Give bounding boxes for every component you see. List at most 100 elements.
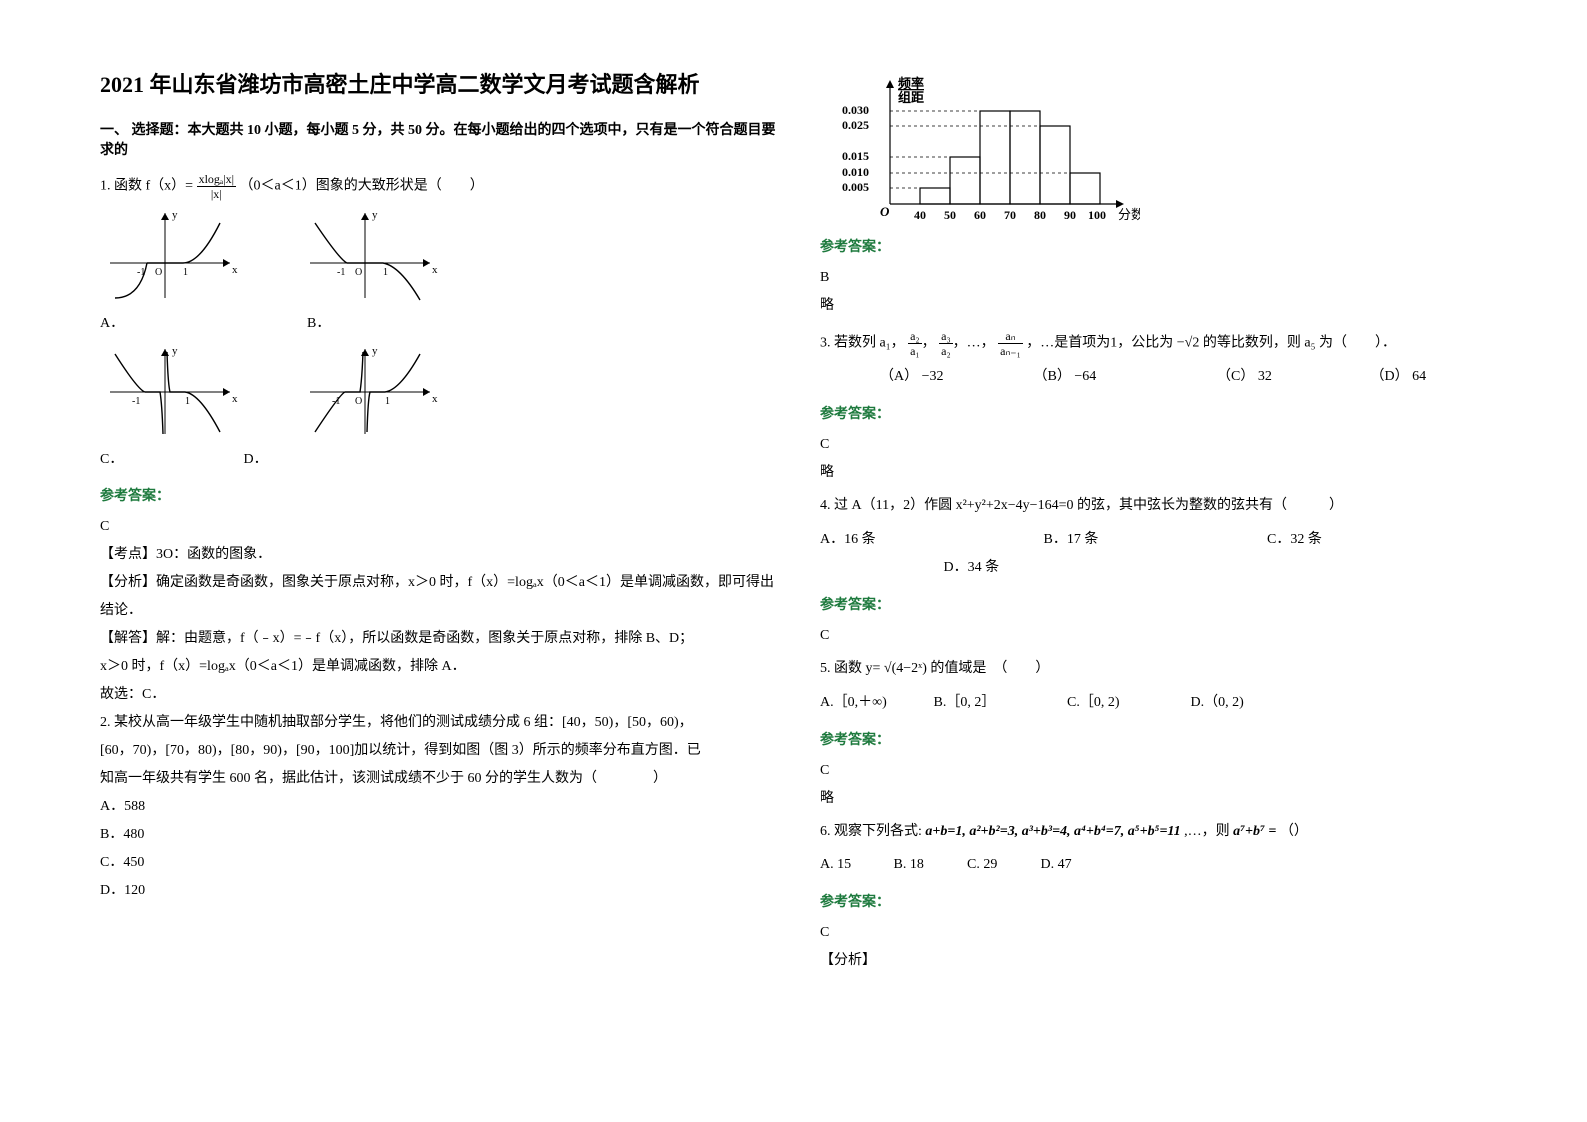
q3-B: （B） −64: [1034, 363, 1214, 391]
svg-text:O: O: [880, 204, 890, 219]
q1-analysis: 【分析】确定函数是奇函数，图象关于原点对称，x＞0 时，f（x）=logₐx（0…: [100, 569, 780, 625]
q4-answer-label: 参考答案：: [820, 594, 1500, 614]
svg-text:1: 1: [185, 396, 190, 407]
q4-choices2: D．34 条: [820, 554, 1500, 582]
q2-C: C．450: [100, 849, 780, 877]
svg-text:0.010: 0.010: [842, 165, 869, 179]
q2-stem1: 2. 某校从高一年级学生中随机抽取部分学生，将他们的测试成绩分成 6 组：[40…: [100, 709, 780, 737]
q3-A: （A） −32: [880, 363, 1030, 391]
svg-text:50: 50: [944, 208, 956, 222]
section-1-heading: 一、 选择题：本大题共 10 小题，每小题 5 分，共 50 分。在每小题给出的…: [100, 119, 780, 159]
question-4-stem: 4. 过 A（11，2）作圆 x²+y²+2x−4y−164=0 的弦，其中弦长…: [820, 493, 1500, 520]
svg-text:40: 40: [914, 208, 926, 222]
q6-choices: A. 15 B. 18 C. 29 D. 47: [820, 851, 1500, 879]
svg-text:分数: 分数: [1118, 207, 1140, 222]
svg-text:80: 80: [1034, 208, 1046, 222]
q1-prefix: 1. 函数 f（x）=: [100, 179, 193, 194]
q3-end: 为（ ）．: [1319, 336, 1396, 351]
q4-suf: 的弦，其中弦长为整数的弦共有（ ）: [1077, 498, 1343, 513]
q1-option-d-graph: x y O -1 1: [300, 344, 440, 439]
svg-text:0.025: 0.025: [842, 118, 869, 132]
q1-graphs-row2: x y -1 1 x y O -1 1: [100, 344, 780, 439]
q3-frac3: aₙ aₙ₋₁: [998, 330, 1023, 357]
q3-note: 略: [820, 459, 1500, 487]
q6-A: A. 15: [820, 851, 890, 879]
q2-answer-note: 略: [820, 292, 1500, 320]
svg-text:O: O: [155, 267, 162, 278]
q6-D: D. 47: [1041, 857, 1072, 872]
q1-solve1: 【解答】解：由题意，f（﹣x）=﹣f（x），所以函数是奇函数，图象关于原点对称，…: [100, 625, 780, 653]
q3-C: （C） 32: [1217, 363, 1367, 391]
q5-B: B.［0, 2］: [934, 689, 1064, 717]
q6-mid: ,…，则: [1184, 824, 1230, 839]
question-1-stem: 1. 函数 f（x）= xlogₐ|x| |x| （0＜a＜1）图象的大致形状是…: [100, 173, 780, 200]
svg-text:-1: -1: [337, 267, 345, 278]
q6-prefix: 6. 观察下列各式:: [820, 824, 922, 839]
q1-row2-labels: C． D．: [100, 447, 780, 474]
q3-suf: 的等比数列，则: [1203, 336, 1301, 351]
q3-mid: ，…是首项为1，公比为: [1026, 336, 1173, 351]
q1-d-label: D．: [244, 452, 268, 467]
q1-solve3: 故选：C．: [100, 681, 780, 709]
q5-note: 略: [820, 785, 1500, 813]
q5-answer: C: [820, 757, 1500, 785]
q5-suf: 的值域是 （ ）: [930, 661, 1049, 676]
q6-target: a⁷+b⁷ =: [1233, 824, 1276, 839]
svg-text:1: 1: [183, 267, 188, 278]
q6-note: 【分析】: [820, 947, 1500, 975]
q2-answer-label: 参考答案：: [820, 236, 1500, 256]
q5-rad: √(4−2ˣ): [884, 661, 927, 676]
q6-answer-label: 参考答案：: [820, 891, 1500, 911]
svg-text:O: O: [355, 267, 362, 278]
q1-frac-num: xlogₐ|x|: [197, 173, 236, 187]
svg-text:x: x: [232, 393, 238, 405]
q2-stem2: [60，70)，[70，80)，[80，90)，[90，100]加以统计，得到如…: [100, 737, 780, 765]
svg-text:-1: -1: [132, 396, 140, 407]
svg-text:100: 100: [1088, 208, 1106, 222]
svg-text:y: y: [172, 345, 178, 357]
q1-a-label: A．: [100, 311, 240, 338]
svg-text:0.015: 0.015: [842, 149, 869, 163]
svg-text:x: x: [432, 264, 438, 276]
q1-row1-labels: A． B．: [100, 311, 780, 338]
q4-D: D．34 条: [944, 560, 1000, 575]
q3-f3d: aₙ₋₁: [998, 344, 1023, 357]
q4-prefix: 4. 过 A（11，2）作圆: [820, 498, 952, 513]
q1-b-label: B．: [307, 316, 330, 331]
svg-text:90: 90: [1064, 208, 1076, 222]
svg-text:x: x: [232, 264, 238, 276]
q1-c-label: C．: [100, 447, 240, 474]
svg-text:70: 70: [1004, 208, 1016, 222]
q1-graphs-row1: x y O -1 1 x: [100, 208, 780, 303]
q3-ratio: −√2: [1177, 336, 1200, 351]
q3-f2n: a₃: [939, 330, 953, 344]
q2-B: B．480: [100, 821, 780, 849]
q4-C: C．32 条: [1267, 532, 1322, 547]
q1-suffix: （0＜a＜1）图象的大致形状是（ ）: [239, 179, 483, 194]
q1-option-c-graph: x y -1 1: [100, 344, 240, 439]
q3-prefix: 3. 若数列: [820, 336, 876, 351]
q4-answer: C: [820, 622, 1500, 650]
q1-frac-den: |x|: [197, 187, 236, 200]
q3-answer: C: [820, 431, 1500, 459]
q1-option-a-graph: x y O -1 1: [100, 208, 240, 303]
svg-text:频率: 频率: [898, 76, 924, 91]
q2-histogram: 频率 组距 0.030 0.025 0.015 0.010 0.005: [820, 74, 1500, 224]
svg-text:x: x: [432, 393, 438, 405]
q3-a1: a₁: [880, 336, 891, 351]
q3-frac2: a₃ a₂: [939, 330, 953, 357]
q3-f3n: aₙ: [998, 330, 1023, 344]
question-6-stem: 6. 观察下列各式: a+b=1, a²+b²=3, a³+b³=4, a⁴+b…: [820, 819, 1500, 846]
q5-A: A.［0,＋∞): [820, 689, 930, 717]
svg-text:y: y: [372, 209, 378, 221]
q6-C: C. 29: [967, 851, 1037, 879]
left-column: 2021 年山东省潍坊市高密土庄中学高二数学文月考试题含解析 一、 选择题：本大…: [100, 70, 780, 975]
svg-text:0.030: 0.030: [842, 103, 869, 117]
svg-text:y: y: [172, 209, 178, 221]
q3-answer-label: 参考答案：: [820, 403, 1500, 423]
q1-answer: C: [100, 513, 780, 541]
q1-answer-label: 参考答案：: [100, 485, 780, 505]
q3-choices: （A） −32 （B） −64 （C） 32 （D） 64: [880, 363, 1500, 391]
svg-text:O: O: [355, 396, 362, 407]
q5-prefix: 5. 函数 y=: [820, 661, 880, 676]
